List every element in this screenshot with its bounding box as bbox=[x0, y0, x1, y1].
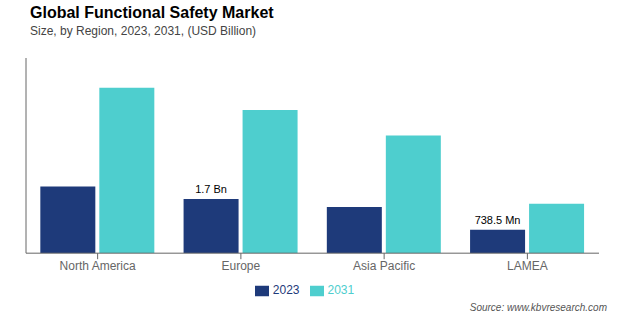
html-text:2031: 2031 bbox=[327, 283, 355, 298]
svg-text:738.5 Mn: 738.5 Mn bbox=[475, 214, 521, 226]
svg-text:LAMEA: LAMEA bbox=[507, 259, 548, 273]
svg-text:Europe: Europe bbox=[222, 259, 261, 273]
html-text:2023: 2023 bbox=[272, 283, 300, 298]
html-text:Size, by Region, 2023, 2031, (: Size, by Region, 2023, 2031, (USD Billio… bbox=[30, 24, 257, 38]
svg-text:North America: North America bbox=[60, 259, 136, 273]
html-text:Global Functional Safety Marke: Global Functional Safety Market bbox=[30, 4, 274, 21]
html-text:Source: www.kbvresearch.com: Source: www.kbvresearch.com bbox=[469, 302, 607, 313]
svg-text:1.7 Bn: 1.7 Bn bbox=[195, 183, 227, 195]
svg-text:Asia Pacific: Asia Pacific bbox=[353, 259, 415, 273]
